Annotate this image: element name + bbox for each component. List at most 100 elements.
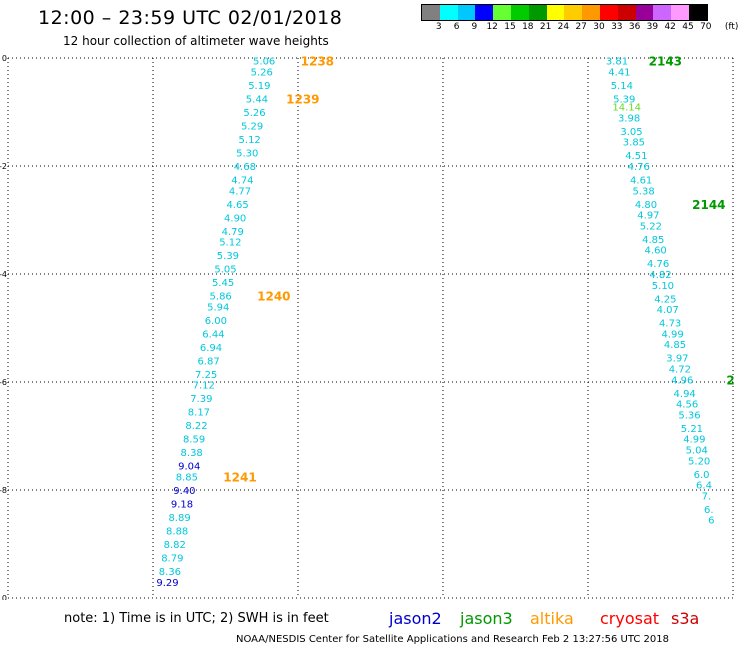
wave-height-value: 4.61 [630,176,652,187]
wave-height-value: 5.44 [246,95,268,106]
scale-swatch [599,5,618,20]
wave-height-value: 4.41 [608,68,630,79]
wave-height-value: 4.73 [659,319,681,330]
wave-height-value: 4.85 [642,235,664,246]
wave-height-value: 4.07 [657,305,679,316]
wave-height-value: 4.60 [645,246,667,257]
wave-height-value: 5.86 [210,292,232,303]
scale-swatch [564,5,583,20]
wave-height-value: 5.39 [613,95,635,106]
wave-height-value: 5.21 [681,424,703,435]
chart-title: 12:00 – 23:59 UTC 02/01/2018 [38,7,343,29]
y-tick-label: -6 [0,378,7,387]
scale-label: 36 [628,22,641,32]
scale-label: 33 [611,22,623,32]
scale-label: (ft) [724,22,739,32]
mission-jason3: jason3 [460,609,513,628]
wave-height-value: 7.25 [195,370,217,381]
scale-swatch [475,5,494,20]
pass-time-label: 2 [726,373,734,387]
wave-height-value: 8.38 [181,448,203,459]
wave-height-value: 6.0 [694,470,710,481]
wave-height-value: 8.79 [161,554,183,565]
wave-height-value: 4.65 [226,200,248,211]
scale-label: 70 [700,22,712,32]
wave-height-value: 4.68 [234,162,256,173]
pass-time-label: 2143 [649,55,682,69]
wave-height-value: 5.26 [243,108,265,119]
scale-swatch [671,5,689,20]
wave-height-value: 4.94 [674,389,696,400]
wave-height-value: 5.30 [236,149,258,160]
wave-height-value: 5.29 [241,122,263,133]
wave-height-value: 9.40 [173,486,195,497]
wave-height-value: 5.45 [212,278,234,289]
scale-label: 6 [453,22,460,32]
scale-swatch [635,5,654,20]
wave-height-value: 4.56 [676,400,698,411]
scale-label: 45 [682,22,694,32]
scale-label: 27 [575,22,587,32]
scale-label: 3 [435,22,442,32]
scale-swatch [582,5,600,20]
wave-height-value: 14.14 [612,103,641,114]
wave-height-value: 4.51 [625,151,647,162]
y-tick-label: -4 [0,270,7,279]
scale-label: 39 [646,22,659,32]
y-tick-label: -10 [0,594,7,600]
mission-altika: altika [530,609,574,628]
wave-height-value: 6.87 [197,356,219,367]
wave-height-value: 3.05 [620,127,642,138]
scale-swatch [439,5,458,20]
wave-height-value: 5.38 [632,186,654,197]
scale-label: 21 [539,22,552,32]
wave-height-value: 5.26 [251,68,273,79]
wave-height-value: 6.44 [202,329,224,340]
wave-height-value: 7. [702,491,712,502]
wave-height-value: 4.76 [647,259,669,270]
wave-height-value: 8.88 [166,527,188,538]
wave-height-value: 9.04 [178,462,200,473]
y-tick-label: -2 [0,162,7,171]
scale-swatch [546,5,565,20]
wave-height-value: 5.06 [253,57,275,68]
scale-label: 42 [664,22,676,32]
y-tick-label: -8 [0,486,7,495]
mission-cryosat: cryosat [600,609,660,628]
wave-height-value: 4.99 [683,435,705,446]
chart-subtitle: 12 hour collection of altimeter wave hei… [63,34,329,48]
wave-height-map: 7578818487900-2-4-6-8-105.065.265.195.44… [0,54,735,600]
wave-height-value: 4.77 [229,186,251,197]
scale-label: 24 [557,22,570,32]
pass-time-label: 1239 [286,93,319,107]
wave-height-value: 4.90 [224,213,246,224]
wave-height-value: 5.12 [219,238,241,249]
scale-label: 30 [593,22,605,32]
wave-height-value: 4.96 [671,375,693,386]
units-note: note: 1) Time is in UTC; 2) SWH is in fe… [64,611,329,626]
wave-height-value: 4.76 [628,162,650,173]
scale-swatch [422,5,440,20]
scale-label: 15 [504,22,516,32]
scale-swatch [688,5,707,20]
wave-height-value: 6.00 [205,316,227,327]
scale-swatch [493,5,511,20]
pass-time-label: 1240 [257,290,290,304]
wave-height-value: 4.25 [654,294,676,305]
wave-height-value: 4.82 [649,270,671,281]
wave-height-value: 7.12 [193,381,215,392]
wave-height-value: 8.85 [176,473,198,484]
mission-jason2: jason2 [389,609,442,628]
wave-height-value: 3.98 [618,113,640,124]
wave-height-value: 4.79 [222,227,244,238]
wave-height-value: 4.99 [661,329,683,340]
wave-height-value: 6.4 [696,481,712,492]
wave-height-value: 8.59 [183,435,205,446]
wave-height-value: 4.72 [669,365,691,376]
wave-height-value: 3.85 [623,138,645,149]
pass-time-label: 2144 [692,198,725,212]
scale-swatch [617,5,636,20]
scale-swatch [457,5,476,20]
footer-credit: NOAA/NESDIS Center for Satellite Applica… [236,634,669,645]
wave-height-value: 8.36 [159,567,181,578]
